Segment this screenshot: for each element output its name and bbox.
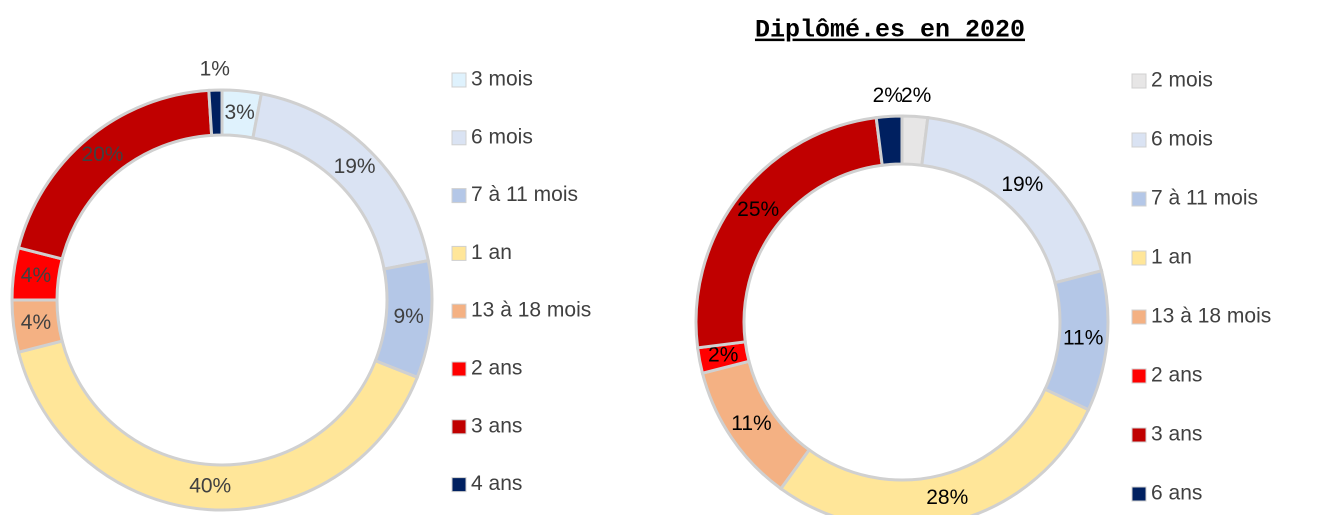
legend-swatch xyxy=(1131,132,1147,148)
legend-swatch xyxy=(1131,309,1147,325)
data-label: 2% xyxy=(873,84,903,107)
donut-segment xyxy=(874,114,904,167)
data-label: 3% xyxy=(224,101,254,124)
legend-swatch xyxy=(1131,250,1147,266)
data-label: 19% xyxy=(1001,173,1043,196)
legend-swatch xyxy=(1131,191,1147,207)
legend-label: 13 à 18 mois xyxy=(471,299,591,322)
donut-segment xyxy=(16,88,214,261)
legend-label: 3 ans xyxy=(1151,423,1202,446)
donut-segment xyxy=(920,115,1104,285)
legend-swatch xyxy=(1131,427,1147,443)
legend-swatch xyxy=(1131,73,1147,89)
data-label: 40% xyxy=(189,475,231,498)
data-label: 19% xyxy=(334,155,376,178)
data-label: 28% xyxy=(926,486,968,509)
data-label: 4% xyxy=(21,264,51,287)
legend-label: 13 à 18 mois xyxy=(1151,305,1271,328)
data-label: 25% xyxy=(737,198,779,221)
legend-label: 6 mois xyxy=(471,125,533,148)
data-label: 20% xyxy=(81,143,123,166)
data-label: 9% xyxy=(393,305,423,328)
legend-swatch xyxy=(451,245,467,261)
data-label: 11% xyxy=(1063,327,1103,350)
legend-label: 3 ans xyxy=(471,414,522,437)
legend-label: 7 à 11 mois xyxy=(1151,187,1258,210)
donut-segment xyxy=(251,91,431,271)
legend-label: 6 ans xyxy=(1151,482,1202,505)
legend-label: 1 an xyxy=(1151,246,1192,269)
legend-swatch xyxy=(451,477,467,493)
donut-segment xyxy=(207,88,224,137)
legend-swatch xyxy=(451,361,467,377)
legend-swatch xyxy=(451,303,467,319)
legend-label: 6 mois xyxy=(1151,128,1213,151)
legend-swatch xyxy=(451,419,467,435)
data-label: 11% xyxy=(731,412,771,435)
legend-label: 2 ans xyxy=(1151,364,1202,387)
data-label: 2% xyxy=(708,344,738,367)
donut-segment xyxy=(16,339,420,512)
legend-swatch xyxy=(1131,486,1147,502)
legend-swatch xyxy=(451,188,467,204)
legend-label: 2 ans xyxy=(471,357,522,380)
legend-label: 2 mois xyxy=(1151,69,1213,92)
chart-title: Diplômé.es en 2020 xyxy=(755,16,1025,45)
legend-swatch xyxy=(1131,368,1147,384)
data-label: 2% xyxy=(901,84,931,107)
legend-label: 7 à 11 mois xyxy=(471,183,578,206)
legend-swatch xyxy=(451,72,467,88)
data-label: 1% xyxy=(200,58,230,81)
legend-label: 4 ans xyxy=(471,472,522,495)
legend-label: 1 an xyxy=(471,241,512,264)
legend-label: 3 mois xyxy=(471,68,533,91)
donut-segment xyxy=(694,115,884,350)
data-label: 4% xyxy=(21,311,51,334)
legend-swatch xyxy=(451,130,467,146)
